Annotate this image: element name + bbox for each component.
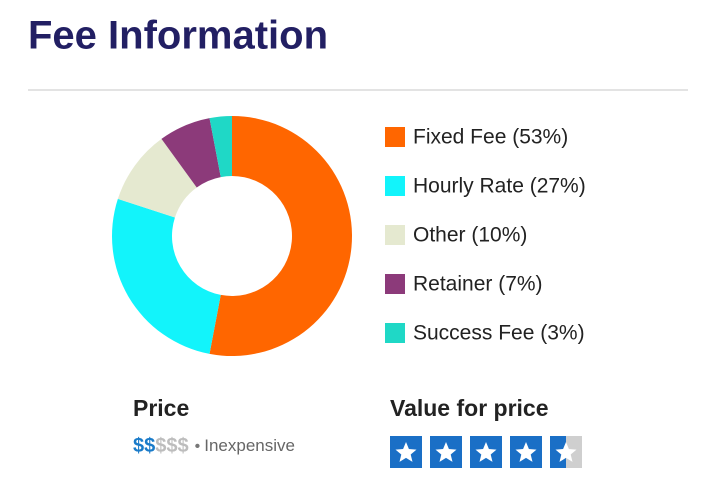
donut-slice [117, 138, 197, 218]
legend-label: Other (10%) [413, 224, 527, 247]
star [475, 442, 497, 462]
donut-slice [161, 118, 221, 188]
price-description: Inexpensive [204, 436, 295, 455]
star [395, 442, 417, 462]
price-filled: $$ [133, 435, 155, 457]
legend-label: Fixed Fee (53%) [413, 126, 568, 149]
title: Fee Information [28, 14, 328, 58]
legend-label: Hourly Rate (27%) [413, 175, 586, 198]
donut-slice [209, 116, 352, 356]
star [515, 442, 537, 462]
donut-slice [209, 116, 232, 178]
legend-swatch [385, 127, 405, 147]
star [435, 442, 457, 462]
price-symbols: $$$$$ • Inexpensive [133, 435, 295, 457]
legend-swatch [385, 274, 405, 294]
legend-swatch [385, 323, 405, 343]
separator: • [195, 438, 201, 455]
star [555, 442, 577, 462]
price-unfilled: $$$ [155, 435, 188, 457]
legend-swatch [385, 225, 405, 245]
donut-slice [111, 198, 221, 354]
price-label: Price [133, 395, 189, 421]
legend-label: Success Fee (3%) [413, 322, 585, 345]
rating-label: Value for price [390, 395, 549, 421]
legend-label: Retainer (7%) [413, 273, 543, 296]
legend-swatch [385, 176, 405, 196]
